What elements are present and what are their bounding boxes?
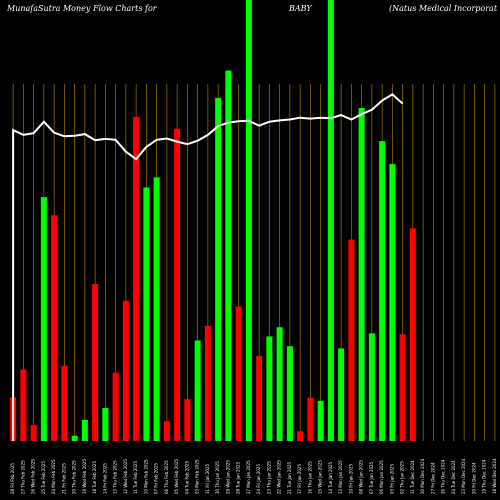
money-flow-bar: [348, 239, 355, 441]
x-tick-label: 03 Fri Jan 2025: [389, 464, 394, 494]
x-tick-label: 26 Thu Dec 2024: [441, 459, 446, 494]
money-flow-bar: [338, 348, 345, 441]
x-tick-label: 21 Fri Feb 2025: [61, 463, 66, 494]
x-tick-label: 25 Tue Feb 2025: [41, 461, 46, 494]
money-flow-bar: [399, 334, 406, 441]
x-tick-label: 16 Thu Jan 2025: [307, 461, 312, 494]
money-flow-bar: [51, 215, 58, 441]
money-flow-bar: [143, 187, 150, 441]
money-flow-bar: [266, 336, 273, 441]
money-flow-bar: [286, 346, 293, 441]
money-flow-bar: [163, 421, 170, 441]
x-tick-label: 18 Wed Dec 2024: [492, 458, 497, 494]
x-tick-label: 10 Mon Feb 2025: [143, 459, 148, 494]
x-tick-label: 20 Thu Feb 2025: [72, 460, 77, 494]
x-tick-label: 31 Tue Dec 2024: [410, 460, 415, 494]
money-flow-bar: [256, 355, 263, 441]
money-flow-bar: [204, 325, 211, 441]
money-flow-bar: [276, 327, 283, 441]
x-tick-label: 23 Mon Dec 2024: [461, 458, 466, 494]
money-flow-bar: [122, 300, 129, 441]
x-tick-label: 28 Tue Jan 2025: [236, 461, 241, 494]
x-tick-label: 19 Wed Feb 2025: [82, 459, 87, 494]
money-flow-bar: [368, 333, 375, 441]
chart-title-row: MunafaSutra Money Flow Charts for BABY (…: [0, 0, 500, 20]
money-flow-bar: [133, 116, 140, 442]
money-flow-bar: [235, 306, 242, 441]
money-flow-bar: [358, 108, 365, 442]
x-tick-label: 28 Fri Feb 2025: [10, 463, 15, 494]
money-flow-bar: [297, 431, 304, 441]
company-title: (Natus Medical Incorporat: [389, 4, 498, 13]
money-flow-bar: [102, 407, 109, 441]
money-flow-bar: [389, 164, 396, 441]
x-tick-label: 21 Tue Jan 2025: [287, 461, 292, 494]
money-flow-bar: [225, 70, 232, 441]
x-tick-label: 11 Tue Feb 2025: [133, 461, 138, 494]
x-tick-label: 07 Tue Jan 2025: [369, 461, 374, 494]
x-tick-label: 29 Wed Jan 2025: [225, 460, 230, 494]
money-flow-bar: [307, 397, 314, 441]
x-tick-label: 19 Thu Dec 2024: [482, 459, 487, 494]
x-tick-label: 05 Wed Feb 2025: [174, 459, 179, 494]
x-tick-label: 07 Fri Feb 2025: [154, 463, 159, 494]
money-flow-bar: [61, 365, 68, 441]
money-flow-bar: [317, 400, 324, 441]
x-tick-label: 17 Fri Jan 2025: [297, 464, 302, 494]
money-flow-bar: [20, 369, 27, 441]
x-tick-label: 31 Fri Jan 2025: [205, 464, 210, 494]
x-tick-label: 24 Tue Dec 2024: [451, 460, 456, 494]
money-flow-bar: [184, 399, 191, 441]
money-flow-bar: [174, 128, 181, 441]
x-tick-label: 27 Mon Jan 2025: [246, 460, 251, 494]
money-flow-bar: [40, 197, 47, 441]
x-tick-label: 13 Mon Jan 2025: [338, 460, 343, 494]
x-tick-label: 30 Mon Dec 2024: [420, 458, 425, 494]
x-tick-label: 14 Tue Jan 2025: [328, 461, 333, 494]
money-flow-bar: [379, 141, 386, 441]
x-tick-label: 27 Fri Dec 2024: [430, 462, 435, 494]
x-tick-label: 10 Fri Jan 2025: [348, 464, 353, 494]
x-tick-label: 26 Wed Feb 2025: [31, 459, 36, 494]
money-flow-bar: [194, 340, 201, 441]
x-tick-label: 24 Fri Jan 2025: [256, 464, 261, 494]
x-tick-label: 08 Wed Jan 2025: [359, 460, 364, 494]
x-tick-label: 06 Thu Feb 2025: [164, 460, 169, 494]
symbol-title: BABY: [289, 4, 312, 13]
x-tick-label: 12 Wed Feb 2025: [123, 459, 128, 494]
x-tick-label: 27 Thu Feb 2025: [20, 460, 25, 494]
x-tick-label: 02 Thu Jan 2025: [400, 461, 405, 494]
money-flow-bar: [112, 372, 119, 441]
x-tick-label: 15 Wed Jan 2025: [318, 460, 323, 494]
money-flow-line: [12, 93, 404, 441]
x-tick-label: 20 Fri Dec 2024: [471, 462, 476, 494]
money-flow-bar: [30, 425, 37, 441]
money-flow-bar: [245, 0, 252, 441]
x-tick-label: 24 Mon Feb 2025: [51, 459, 56, 494]
money-flow-bar: [153, 177, 160, 442]
x-tick-label: 06 Mon Jan 2025: [379, 460, 384, 494]
x-tick-label: 13 Thu Feb 2025: [113, 460, 118, 494]
x-tick-label: 14 Fri Feb 2025: [102, 463, 107, 494]
brand-title: MunafaSutra Money Flow Charts for: [7, 4, 157, 13]
x-tick-label: 18 Tue Feb 2025: [92, 461, 97, 494]
x-tick-label: 03 Mon Feb 2025: [195, 459, 200, 494]
money-flow-bar: [215, 97, 222, 441]
x-tick-label: 22 Wed Jan 2025: [277, 460, 282, 494]
money-flow-bar: [327, 0, 334, 441]
money-flow-bar: [92, 284, 99, 441]
x-tick-label: 23 Thu Jan 2025: [266, 461, 271, 494]
x-tick-label: 30 Thu Jan 2025: [215, 461, 220, 494]
x-tick-label: 04 Tue Feb 2025: [184, 461, 189, 494]
money-flow-bar: [409, 228, 416, 441]
money-flow-bar: [81, 419, 88, 441]
money-flow-bar: [71, 435, 78, 441]
